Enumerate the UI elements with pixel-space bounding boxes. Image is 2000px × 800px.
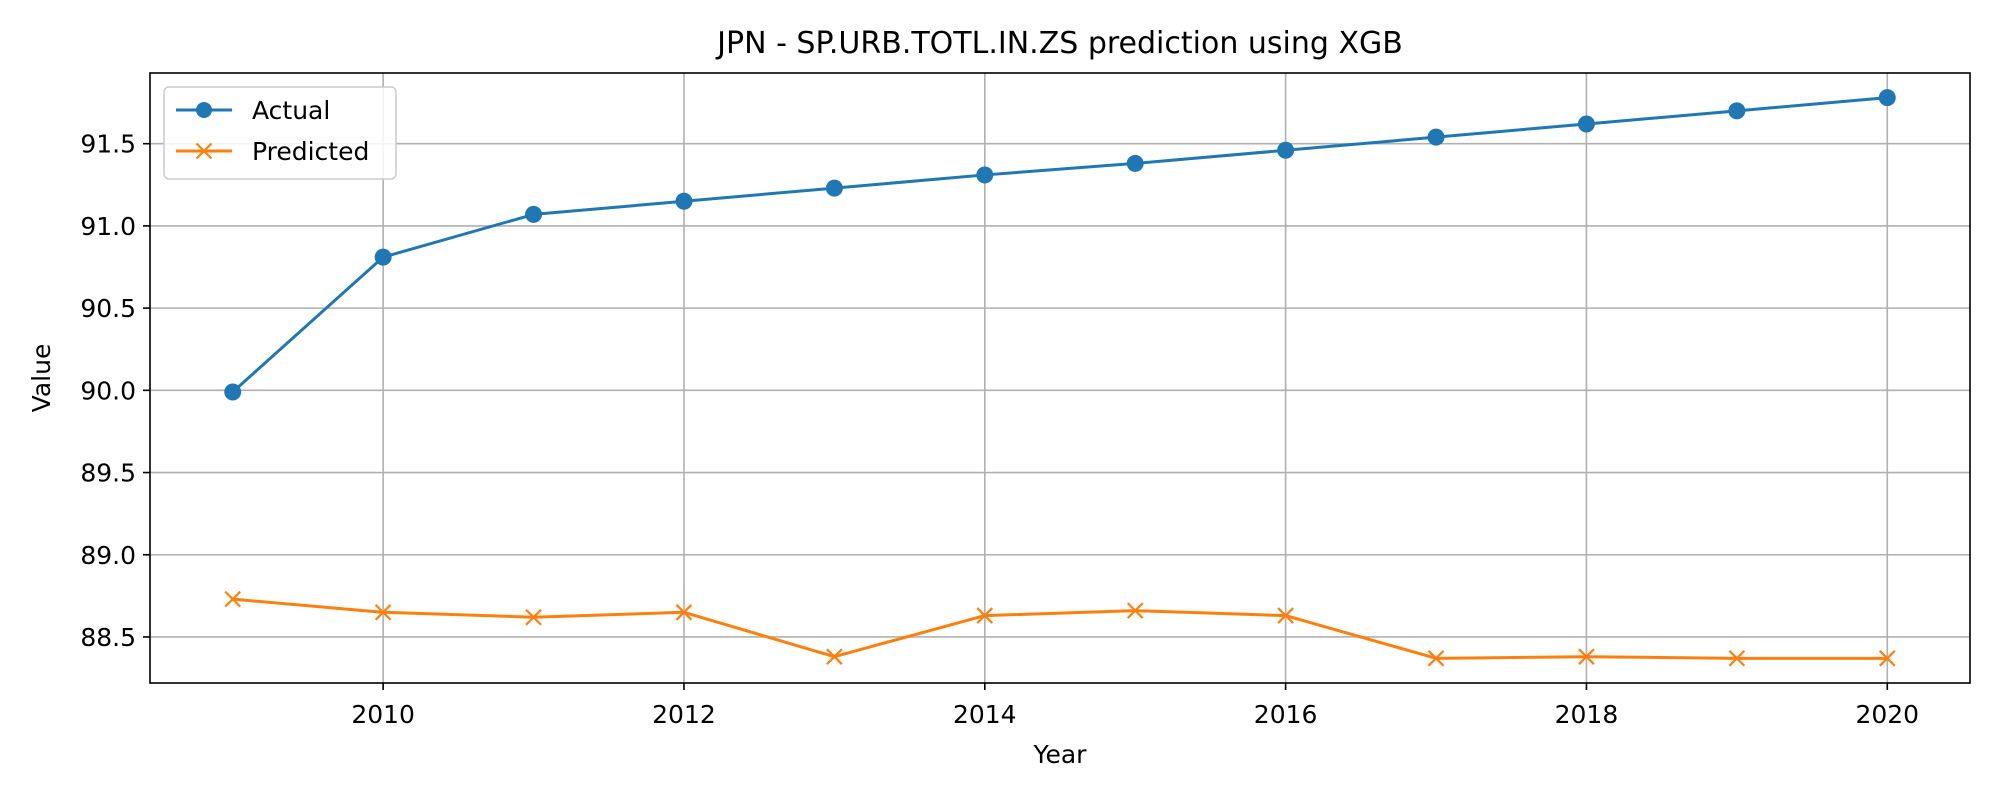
predicted-point: [525, 608, 542, 626]
predicted-point: [224, 590, 242, 608]
predicted-point-stroke-b: [374, 604, 392, 621]
predicted-point-stroke-b: [525, 608, 542, 626]
series-predicted: [224, 590, 1896, 667]
predicted-point: [976, 607, 994, 624]
actual-point: [224, 383, 242, 401]
actual-point: [675, 192, 693, 210]
predicted-point: [675, 604, 693, 621]
actual-line: [231, 96, 1888, 394]
y-tick-label: 89.0: [80, 541, 136, 570]
y-tick-label: 89.5: [80, 459, 136, 488]
actual-point: [1126, 154, 1144, 172]
x-axis: 2010 2012 2014 2016 2018 2020: [351, 683, 1919, 729]
x-tick-label: 2018: [1555, 700, 1619, 729]
predicted-point-stroke-b: [976, 607, 994, 624]
y-tick-label: 90.5: [80, 294, 136, 323]
x-tick-label: 2010: [351, 700, 415, 729]
predicted-point-stroke-b: [1277, 607, 1294, 624]
actual-point: [1728, 102, 1746, 120]
x-axis-label: Year: [1033, 740, 1088, 769]
y-tick-label: 88.5: [80, 623, 136, 652]
predicted-point-stroke-b: [826, 648, 843, 665]
predicted-point: [1578, 648, 1595, 665]
predicted-point-stroke-b: [675, 604, 693, 621]
y-tick-label: 91.0: [80, 212, 136, 241]
actual-point: [1878, 89, 1896, 107]
legend-marker-predicted: [195, 142, 213, 160]
predicted-point: [1728, 650, 1746, 667]
predicted-point: [1126, 602, 1144, 619]
predicted-point: [374, 604, 392, 621]
y-axis-label: Value: [27, 344, 56, 413]
y-tick-label: 91.5: [80, 130, 136, 159]
legend-label-actual: Actual: [252, 96, 330, 125]
legend: Actual Predicted: [163, 86, 397, 180]
legend-x-stroke-b: [195, 142, 213, 160]
actual-point: [525, 205, 543, 223]
actual-point: [1427, 128, 1445, 146]
chart-title: JPN - SP.URB.TOTL.IN.ZS prediction using…: [715, 26, 1403, 61]
x-tick-label: 2012: [652, 700, 716, 729]
actual-point: [1277, 141, 1295, 159]
series-actual: [224, 89, 1896, 401]
actual-point: [825, 179, 843, 197]
predicted-point: [1878, 650, 1896, 667]
predicted-line: [232, 597, 1888, 660]
predicted-point: [1277, 607, 1294, 624]
predicted-point: [1427, 650, 1445, 667]
predicted-point-stroke-b: [1878, 650, 1896, 667]
y-axis: 88.5 89.0 89.5 90.0 90.5 91.0 91.5: [80, 130, 150, 652]
series-layer: [224, 89, 1896, 667]
predicted-point-stroke-b: [1578, 648, 1595, 665]
y-tick-label: 90.0: [80, 376, 136, 405]
plot-frame: [149, 72, 1971, 684]
actual-point: [374, 248, 392, 266]
actual-point: [1577, 115, 1595, 133]
predicted-point-stroke-b: [1126, 602, 1144, 619]
legend-marker-actual: [196, 102, 212, 118]
x-tick-label: 2020: [1855, 700, 1919, 729]
predicted-point-stroke-b: [1728, 650, 1746, 667]
legend-label-predicted: Predicted: [252, 137, 369, 166]
predicted-point-stroke-b: [224, 590, 242, 608]
x-tick-label: 2014: [953, 700, 1017, 729]
predicted-point-stroke-b: [1427, 650, 1445, 667]
x-tick-label: 2016: [1254, 700, 1318, 729]
actual-point: [976, 166, 994, 184]
predicted-point: [826, 648, 843, 665]
